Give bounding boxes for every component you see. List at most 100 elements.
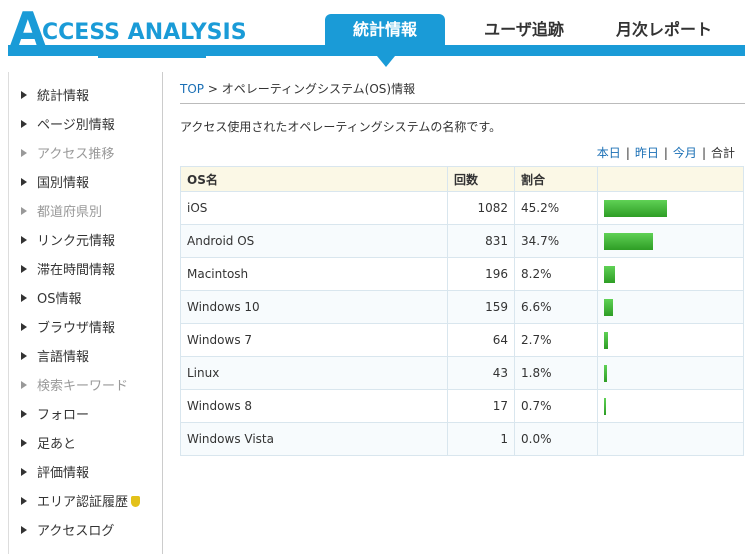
sidebar-item[interactable]: 国別情報	[21, 174, 89, 194]
sidebar-item-label: 滞在時間情報	[37, 263, 116, 278]
period-separator: |	[701, 146, 706, 160]
cell-ratio: 8.2%	[514, 257, 598, 291]
sidebar-item: アクセス推移	[21, 145, 114, 165]
triangle-bullet-icon	[21, 323, 27, 331]
sidebar-item-label: 統計情報	[37, 89, 90, 104]
divider	[180, 103, 745, 104]
triangle-bullet-icon	[21, 439, 27, 447]
triangle-bullet-icon	[21, 236, 27, 244]
sidebar-item-label: OS情報	[37, 292, 82, 307]
period-today-link[interactable]: 本日	[596, 146, 621, 160]
sidebar-item[interactable]: ブラウザ情報	[21, 319, 115, 339]
period-separator: |	[625, 146, 630, 160]
sidebar-item[interactable]: 統計情報	[21, 87, 89, 107]
cell-os-name: Macintosh	[180, 257, 448, 291]
sidebar-item-label: アクセスログ	[37, 524, 115, 539]
triangle-bullet-icon	[21, 381, 27, 389]
triangle-bullet-icon	[21, 149, 27, 157]
logo-letter: A	[10, 2, 46, 56]
triangle-bullet-icon	[21, 497, 27, 505]
cell-os-name: Windows 7	[180, 323, 448, 357]
page-description: アクセス使用されたオペレーティングシステムの名称です。	[180, 120, 502, 134]
period-yesterday-link[interactable]: 昨日	[634, 146, 659, 160]
cell-os-name: Android OS	[180, 224, 448, 258]
breadcrumb: TOP > オペレーティングシステム(OS)情報	[180, 80, 415, 97]
sidebar-item[interactable]: フォロー	[21, 406, 89, 426]
cell-graph	[597, 224, 744, 258]
sidebar-item: 都道府県別	[21, 203, 102, 223]
cell-count: 1	[447, 422, 515, 456]
ratio-bar	[604, 265, 615, 283]
sidebar-item[interactable]: アクセスログ	[21, 522, 114, 542]
cell-count: 17	[447, 389, 515, 423]
table-row: Android OS 831 34.7%	[180, 224, 744, 258]
sidebar-item[interactable]: リンク元情報	[21, 232, 115, 252]
cell-count: 43	[447, 356, 515, 390]
table-row: Macintosh 196 8.2%	[180, 257, 744, 291]
sidebar-item[interactable]: OS情報	[21, 290, 82, 310]
cell-count: 1082	[447, 191, 515, 225]
cell-ratio: 1.8%	[514, 356, 598, 390]
sidebar-item-label: フォロー	[37, 408, 90, 423]
ratio-bar	[604, 199, 667, 217]
cell-graph	[597, 290, 744, 324]
table-header-row: OS名 回数 割合	[180, 166, 744, 192]
triangle-bullet-icon	[21, 468, 27, 476]
triangle-bullet-icon	[21, 207, 27, 215]
table-row: Windows Vista 1 0.0%	[180, 422, 744, 456]
active-tab-indicator	[377, 56, 395, 67]
table-row: Windows 8 17 0.7%	[180, 389, 744, 423]
tab-user-tracking[interactable]: ユーザ追跡	[484, 20, 564, 39]
period-separator: |	[663, 146, 668, 160]
triangle-bullet-icon	[21, 410, 27, 418]
sidebar-item-label: ページ別情報	[37, 118, 115, 133]
breadcrumb-top-link[interactable]: TOP	[180, 82, 205, 96]
table-row: Windows 7 64 2.7%	[180, 323, 744, 357]
logo-text: CCESS ANALYSIS	[42, 20, 247, 45]
cell-graph	[597, 356, 744, 390]
beginner-badge-icon	[131, 496, 141, 507]
sidebar-item-label: 言語情報	[37, 350, 90, 365]
table-row: iOS 1082 45.2%	[180, 191, 744, 225]
triangle-bullet-icon	[21, 526, 27, 534]
cell-count: 159	[447, 290, 515, 324]
ratio-bar	[604, 331, 608, 349]
cell-count: 196	[447, 257, 515, 291]
breadcrumb-current: オペレーティングシステム(OS)情報	[221, 82, 416, 96]
header-bar	[8, 45, 745, 56]
sidebar-item[interactable]: エリア認証履歴	[21, 493, 141, 513]
ratio-bar	[604, 298, 613, 316]
triangle-bullet-icon	[21, 120, 27, 128]
cell-os-name: iOS	[180, 191, 448, 225]
sidebar-item-label: エリア認証履歴	[37, 495, 129, 510]
sidebar-item-label: 足あと	[37, 437, 77, 452]
cell-graph	[597, 422, 744, 456]
sidebar-item[interactable]: 滞在時間情報	[21, 261, 115, 281]
ratio-bar	[604, 232, 653, 250]
cell-graph	[597, 191, 744, 225]
cell-graph	[597, 389, 744, 423]
sidebar-item[interactable]: 足あと	[21, 435, 76, 455]
sidebar-item[interactable]: ページ別情報	[21, 116, 115, 136]
sidebar-item[interactable]: 言語情報	[21, 348, 89, 368]
table-row: Linux 43 1.8%	[180, 356, 744, 390]
sidebar-item-label: 評価情報	[37, 466, 90, 481]
cell-graph	[597, 257, 744, 291]
triangle-bullet-icon	[21, 352, 27, 360]
cell-ratio: 34.7%	[514, 224, 598, 258]
tab-stats[interactable]: 統計情報	[325, 14, 445, 45]
header-graph	[597, 166, 744, 192]
cell-ratio: 2.7%	[514, 323, 598, 357]
period-total: 合計	[710, 146, 735, 160]
header-os-name: OS名	[180, 166, 448, 192]
sidebar-item-label: ブラウザ情報	[37, 321, 116, 336]
cell-ratio: 6.6%	[514, 290, 598, 324]
tab-monthly-report[interactable]: 月次レポート	[615, 20, 712, 39]
header-count: 回数	[447, 166, 515, 192]
breadcrumb-separator: >	[207, 82, 218, 96]
sidebar-item[interactable]: 評価情報	[21, 464, 89, 484]
period-this-month-link[interactable]: 今月	[672, 146, 697, 160]
sidebar: 統計情報ページ別情報 アクセス推移国別情報都道府県別リンク元情報滞在時間情報 OS情…	[8, 72, 163, 554]
sidebar-item-label: アクセス推移	[37, 147, 115, 162]
cell-os-name: Windows 8	[180, 389, 448, 423]
